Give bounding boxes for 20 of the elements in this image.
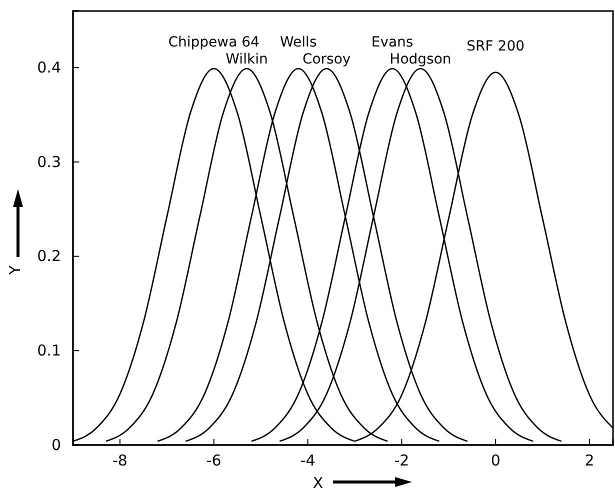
y-axis-title: Y (6, 264, 24, 276)
annotation: Wells (280, 34, 317, 51)
y-tick-label: 0.1 (37, 341, 61, 360)
x-tick-label: -6 (206, 452, 222, 470)
annotation: Wilkin (226, 52, 268, 68)
annotation: Evans (371, 34, 414, 51)
y-tick-label: 0.2 (37, 247, 61, 266)
annotation: Corsoy (302, 52, 351, 68)
x-tick-label: 0 (490, 452, 500, 470)
y-tick-label: 0.3 (37, 152, 61, 171)
x-tick-label: -2 (394, 452, 410, 470)
annotation: Chippewa 64 (168, 34, 260, 51)
x-tick-label: 2 (584, 452, 594, 470)
x-tick-label: -4 (300, 452, 316, 470)
annotation: SRF 200 (466, 38, 525, 54)
y-tick-label: 0.4 (37, 58, 61, 76)
x-tick-label: -8 (112, 452, 128, 470)
x-axis-title: X (312, 474, 324, 492)
annotation: Hodgson (390, 52, 452, 68)
y-tick-label: 0 (51, 436, 61, 454)
